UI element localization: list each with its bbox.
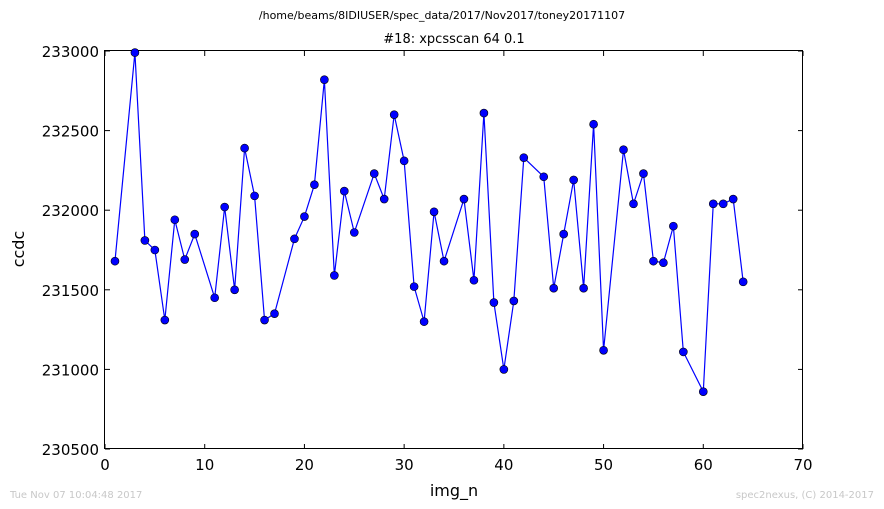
data-point [549, 283, 559, 293]
chart-title: #18: xpcsscan 64 0.1 [383, 32, 524, 47]
data-point [698, 387, 708, 396]
data-point [718, 199, 728, 209]
plot-area [110, 48, 748, 396]
data-point [509, 296, 519, 306]
data-point [170, 215, 180, 225]
x-tick-label: 70 [793, 456, 812, 474]
x-tick-label: 0 [100, 456, 110, 474]
footer-credit: spec2nexus, (C) 2014-2017 [736, 490, 874, 501]
x-tick-label: 10 [195, 456, 214, 474]
y-axis: 230500 231000 231500 232000 232500 233000 [42, 43, 803, 459]
data-point [708, 199, 718, 209]
x-axis: 0 10 20 30 40 50 60 70 [100, 51, 813, 474]
x-tick-label: 30 [395, 456, 414, 474]
data-point [389, 110, 399, 119]
series-line [114, 52, 744, 394]
x-axis-label: img_n [430, 481, 478, 501]
data-point [270, 309, 279, 318]
y-tick-label: 232000 [42, 202, 99, 220]
data-point [499, 365, 509, 374]
data-point [539, 172, 549, 182]
data-point [519, 153, 529, 162]
data-point [469, 275, 479, 285]
figure-suptitle: /home/beams/8IDIUSER/spec_data/2017/Nov2… [259, 9, 625, 22]
data-point [439, 256, 449, 266]
y-axis-label: ccdc [9, 231, 28, 268]
data-point [738, 277, 748, 287]
x-tick-label: 20 [295, 456, 314, 474]
data-point [479, 108, 489, 118]
x-tick-label: 60 [694, 456, 713, 474]
data-point [190, 229, 200, 239]
data-point [210, 293, 219, 303]
data-point [290, 234, 299, 244]
data-point [659, 258, 668, 268]
data-point [679, 347, 688, 357]
footer-timestamp: Tue Nov 07 10:04:48 2017 [9, 490, 142, 501]
x-tick-label: 40 [494, 456, 513, 474]
data-point [459, 194, 469, 204]
data-point [728, 194, 738, 204]
data-point [409, 282, 419, 291]
data-point [260, 315, 269, 325]
data-point [300, 212, 309, 221]
data-point [340, 186, 349, 196]
data-point [160, 315, 170, 325]
data-point [419, 317, 429, 326]
data-point [369, 169, 379, 178]
data-point [180, 255, 190, 264]
data-point [140, 236, 150, 245]
data-point [629, 199, 638, 209]
data-point [429, 207, 439, 217]
data-point [649, 256, 658, 266]
data-point [379, 194, 389, 204]
data-point [220, 202, 229, 212]
data-point [559, 229, 568, 239]
data-point [320, 75, 329, 84]
plot-frame [104, 50, 803, 449]
data-point [579, 283, 588, 293]
data-point [349, 228, 359, 237]
y-tick-label: 230500 [42, 441, 99, 459]
data-point [599, 345, 608, 355]
data-point [240, 143, 249, 153]
data-point [310, 180, 319, 190]
data-point [589, 119, 598, 129]
data-point [110, 256, 120, 266]
data-point [250, 191, 259, 201]
data-point [150, 245, 160, 255]
y-tick-label: 233000 [42, 43, 99, 61]
data-point [130, 48, 140, 57]
data-point [619, 145, 628, 155]
y-tick-label: 231000 [42, 361, 99, 379]
data-point [669, 221, 678, 231]
data-point [569, 175, 578, 185]
y-tick-label: 232500 [42, 123, 99, 141]
data-point [489, 298, 499, 307]
x-tick-label: 50 [594, 456, 613, 474]
data-point [330, 271, 339, 280]
y-tick-label: 231500 [42, 282, 99, 300]
data-point [399, 156, 409, 166]
data-point [639, 169, 648, 178]
data-point [230, 285, 239, 295]
